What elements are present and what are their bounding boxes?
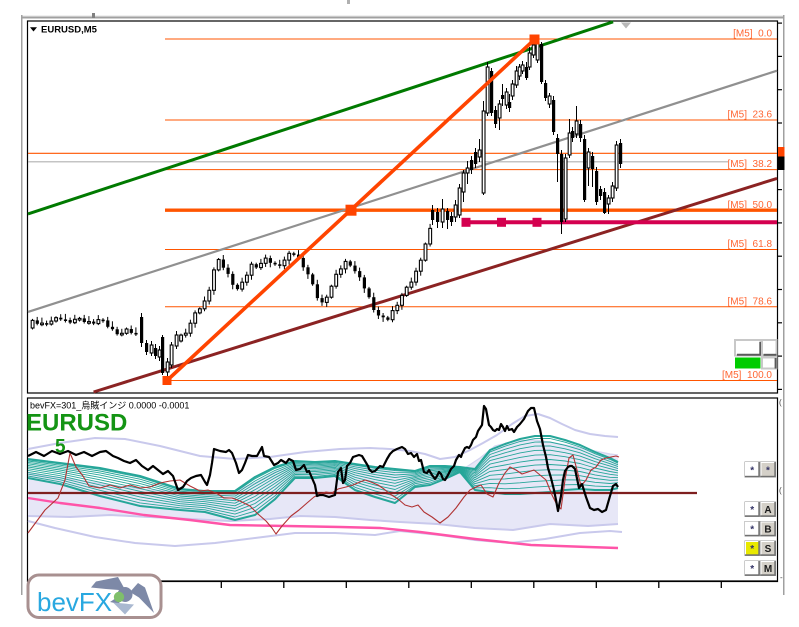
svg-text:A: A <box>764 505 771 516</box>
svg-text:*: * <box>750 544 754 555</box>
svg-text:-: - <box>780 573 783 582</box>
svg-text:[M5] 100.0: [M5] 100.0 <box>722 370 772 381</box>
svg-text:(: ( <box>779 486 782 495</box>
svg-text:M: M <box>764 564 772 575</box>
svg-text:(: ( <box>779 398 782 407</box>
svg-text:[M5] 50.0: [M5] 50.0 <box>728 200 773 211</box>
svg-text:*: * <box>750 505 754 516</box>
svg-text:EURUSD: EURUSD <box>26 410 127 437</box>
svg-text:bevFX=301_烏賊インジ 0.0000 -0.0001: bevFX=301_烏賊インジ 0.0000 -0.0001 <box>30 400 189 411</box>
svg-text:5: 5 <box>55 437 66 458</box>
svg-text:bevFX: bevFX <box>37 587 112 617</box>
svg-text:S: S <box>765 544 772 555</box>
svg-text:B: B <box>764 525 771 536</box>
svg-text:*: * <box>750 466 754 477</box>
svg-text:[M5] 61.8: [M5] 61.8 <box>728 239 773 250</box>
svg-text:[M5] 78.6: [M5] 78.6 <box>728 296 773 307</box>
svg-text:*: * <box>750 564 754 575</box>
svg-text:[M5] 23.6: [M5] 23.6 <box>728 110 773 121</box>
svg-text:[M5] 0.0: [M5] 0.0 <box>733 29 772 40</box>
svg-text:EURUSD,M5: EURUSD,M5 <box>41 25 98 36</box>
svg-text:[M5] 38.2: [M5] 38.2 <box>728 159 773 170</box>
svg-text:*: * <box>750 525 754 536</box>
svg-text:*: * <box>766 466 770 477</box>
